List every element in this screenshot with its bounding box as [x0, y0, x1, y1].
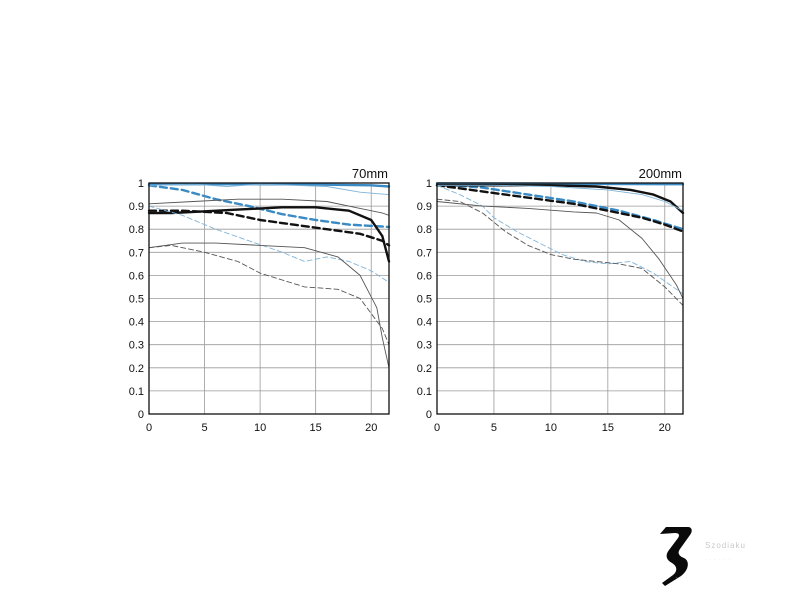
y-tick-label: 0.3: [417, 340, 432, 352]
x-tick-label: 20: [659, 422, 671, 434]
y-tick-label: 0.6: [417, 270, 432, 282]
grid: [148, 182, 389, 415]
x-tick-label: 15: [602, 422, 614, 434]
series-line-8: [148, 244, 390, 346]
series-line-2: [147, 184, 391, 229]
x-tick-label: 10: [254, 422, 266, 434]
plot-frame: [436, 182, 684, 415]
y-tick-label: 0.5: [417, 294, 432, 306]
y-tick-label: 0.4: [129, 317, 144, 329]
x-tick-label: 10: [545, 422, 557, 434]
y-tick-label: 0.7: [417, 247, 432, 259]
series-line-7: [436, 201, 684, 299]
x-tick-label: 5: [491, 422, 497, 434]
x-tick-label: 0: [146, 422, 152, 434]
y-tick-label: 0.1: [129, 386, 144, 398]
chart-title: 200mm: [639, 166, 682, 181]
series-group: [147, 183, 391, 369]
mtf-chart-70mm: 00.10.20.30.40.50.60.70.80.910 5 10 15 2070m…: [129, 166, 391, 434]
series-line-2: [435, 183, 685, 231]
series-line-4: [435, 184, 685, 233]
y-tick-label: 0.7: [129, 247, 144, 259]
y-tick-label: 0.8: [129, 224, 144, 236]
plot-frame: [148, 182, 390, 415]
y-tick-label: 1: [138, 178, 144, 190]
y-tick-label: 0.2: [129, 363, 144, 375]
y-tick-label: 0.9: [129, 201, 144, 213]
y-tick-label: 0.3: [129, 340, 144, 352]
series-line-5: [148, 183, 390, 196]
chart-title: 70mm: [352, 166, 388, 181]
y-tick-label: 1: [426, 178, 432, 190]
y-tick-label: 0.2: [417, 363, 432, 375]
series-line-3: [147, 206, 391, 263]
series-line-7: [148, 198, 390, 216]
series-line-6: [436, 184, 684, 295]
series-line-4: [147, 209, 391, 247]
series-group: [435, 182, 685, 306]
svg-text:······: ······: [705, 557, 733, 563]
y-tick-label: 0: [138, 409, 144, 421]
y-tick-label: 0.1: [417, 386, 432, 398]
y-tick-label: 0: [426, 409, 432, 421]
watermark-logo: Szodiaku ······ ····: [660, 527, 746, 586]
svg-text:····: ····: [676, 575, 695, 581]
svg-text:Szodiaku: Szodiaku: [705, 541, 746, 550]
mtf-chart-200mm: 00.10.20.30.40.50.60.70.80.910 5 10 15 20200…: [417, 166, 685, 434]
y-tick-label: 0.5: [129, 294, 144, 306]
x-tick-label: 0: [434, 422, 440, 434]
x-tick-label: 15: [310, 422, 322, 434]
y-tick-label: 0.4: [417, 317, 432, 329]
series-line-8: [436, 198, 684, 306]
series-line-9: [148, 242, 390, 369]
series-line-6: [148, 205, 390, 283]
y-tick-label: 0.6: [129, 270, 144, 282]
x-tick-label: 20: [365, 422, 377, 434]
series-line-5: [436, 184, 684, 212]
x-tick-label: 5: [201, 422, 207, 434]
y-tick-label: 0.9: [417, 201, 432, 213]
y-tick-label: 0.8: [417, 224, 432, 236]
